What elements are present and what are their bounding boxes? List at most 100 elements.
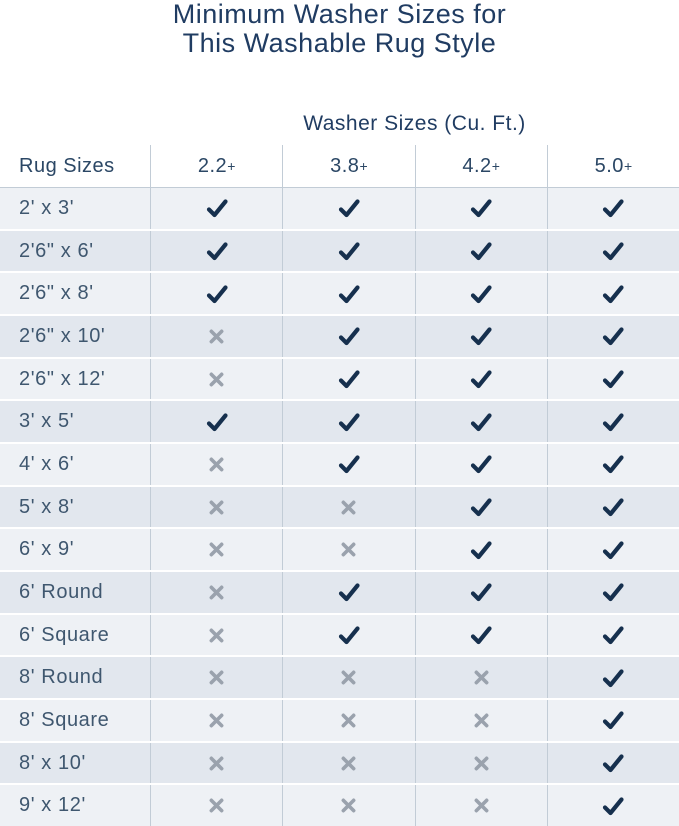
rug-size-label: 6' Round <box>19 580 104 603</box>
x-icon <box>282 486 414 528</box>
x-icon <box>414 657 547 699</box>
x-icon <box>150 316 282 357</box>
plus-sign: + <box>491 158 500 174</box>
x-icon <box>414 742 547 784</box>
check-icon <box>546 785 679 826</box>
washer-size-column-header: 3.8 + <box>282 145 414 187</box>
check-icon <box>282 230 414 272</box>
x-icon <box>150 742 282 784</box>
check-icon <box>282 358 414 400</box>
column-header-value: 2.2 <box>197 154 228 177</box>
table-row: 2'6" x 6' <box>0 230 679 274</box>
washer-size-column-header: 2.2 + <box>150 145 282 187</box>
check-icon <box>414 358 547 400</box>
x-icon <box>282 785 414 826</box>
x-icon <box>282 700 414 741</box>
table-row: 6' Square <box>0 614 679 658</box>
check-icon <box>546 657 679 699</box>
check-icon <box>414 273 547 315</box>
check-icon <box>150 230 282 272</box>
rug-size-label: 6' Square <box>19 623 110 646</box>
check-icon <box>282 614 414 656</box>
washer-size-table: Rug Sizes 2.2 +3.8 +4.2 +5.0 + 2' x 3' 2'6" x… <box>0 145 679 826</box>
rug-size-label: 8' x 10' <box>19 751 86 774</box>
check-icon <box>282 316 414 357</box>
x-icon <box>150 657 282 699</box>
check-icon <box>414 316 547 357</box>
plus-sign: + <box>227 158 236 174</box>
rug-size-label: 2'6" x 10' <box>19 324 106 347</box>
check-icon <box>414 444 547 485</box>
table-row: 2'6" x 10' <box>0 316 679 359</box>
x-icon <box>282 742 414 784</box>
x-icon <box>414 700 547 741</box>
page-title: Minimum Washer Sizes for This Washable Ru… <box>0 0 679 58</box>
table-row: 2'6" x 8' <box>0 273 679 317</box>
plus-sign: + <box>623 158 633 174</box>
rug-size-label: 5' x 8' <box>19 495 75 518</box>
check-icon <box>546 486 679 528</box>
rug-size-label: 2'6" x 6' <box>19 239 94 262</box>
table-row: 5' x 8' <box>0 486 679 530</box>
table-header-row: Rug Sizes 2.2 +3.8 +4.2 +5.0 + <box>0 145 679 187</box>
x-icon <box>282 529 414 571</box>
x-icon <box>150 785 282 826</box>
rug-size-label: 6' x 9' <box>19 538 75 561</box>
rug-size-label: 4' x 6' <box>19 452 75 475</box>
check-icon <box>546 572 679 613</box>
check-icon <box>546 188 679 229</box>
check-icon <box>282 273 414 315</box>
rug-size-label: 2' x 3' <box>19 196 75 219</box>
check-icon <box>546 316 679 357</box>
check-icon <box>414 486 547 528</box>
x-icon <box>150 529 282 571</box>
column-header-value: 4.2 <box>462 154 492 177</box>
check-icon <box>414 614 547 656</box>
check-icon <box>546 273 679 315</box>
column-header-value: 3.8 <box>330 154 360 177</box>
rug-size-label: 9' x 12' <box>19 794 86 817</box>
check-icon <box>414 401 547 443</box>
washer-sizes-group-header: Washer Sizes (Cu. Ft.) <box>303 112 526 135</box>
rug-sizes-column-header: Rug Sizes <box>19 154 115 177</box>
check-icon <box>546 358 679 400</box>
table-row: 8' Square <box>0 700 679 743</box>
check-icon <box>546 401 679 443</box>
table-body: 2' x 3' 2'6" x 6' 2'6" x 8' 2'6" x 10' 2'6" … <box>0 187 679 826</box>
table-row: 3' x 5' <box>0 401 679 445</box>
table-row: 8' Round <box>0 657 679 701</box>
title-line-2: This Washable Rug Style <box>182 28 497 58</box>
x-icon <box>150 444 282 485</box>
x-icon <box>414 785 547 826</box>
rug-size-label: 2'6" x 8' <box>19 282 94 305</box>
title-line-1: Minimum Washer Sizes for <box>172 0 507 29</box>
check-icon <box>150 188 282 229</box>
check-icon <box>414 230 547 272</box>
check-icon <box>546 742 679 784</box>
rug-size-label: 8' Square <box>19 708 110 731</box>
table-row: 9' x 12' <box>0 785 679 826</box>
check-icon <box>414 572 547 613</box>
x-icon <box>150 486 282 528</box>
check-icon <box>546 614 679 656</box>
check-icon <box>414 529 547 571</box>
x-icon <box>150 614 282 656</box>
check-icon <box>282 572 414 613</box>
check-icon <box>282 401 414 443</box>
table-row: 8' x 10' <box>0 742 679 786</box>
check-icon <box>150 273 282 315</box>
table-row: 2' x 3' <box>0 188 679 231</box>
table-row: 2'6" x 12' <box>0 358 679 402</box>
x-icon <box>150 572 282 613</box>
check-icon <box>546 529 679 571</box>
x-icon <box>282 657 414 699</box>
check-icon <box>546 444 679 485</box>
plus-sign: + <box>359 158 368 174</box>
rug-size-label: 8' Round <box>19 666 104 689</box>
check-icon <box>150 401 282 443</box>
check-icon <box>282 188 414 229</box>
check-icon <box>282 444 414 485</box>
table-row: 4' x 6' <box>0 444 679 487</box>
check-icon <box>414 188 547 229</box>
